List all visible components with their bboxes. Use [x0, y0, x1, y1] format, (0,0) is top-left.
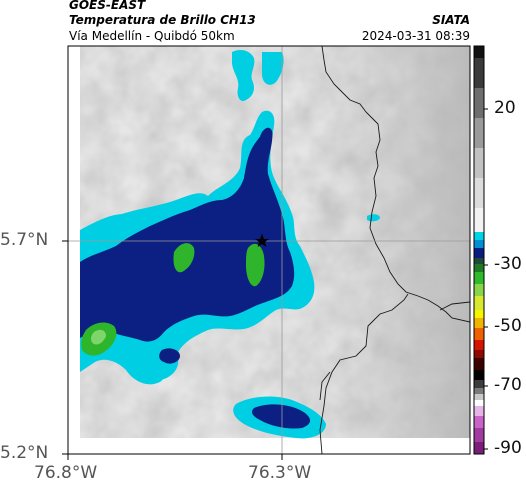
cold-cloud-cyan-north	[232, 50, 255, 102]
region-subtitle: Vía Medellín - Quibdó 50km	[69, 29, 235, 43]
colorbar-tick-minus-70: -70	[494, 375, 522, 395]
very-cold-cloud-main	[80, 129, 295, 342]
political-boundaries	[319, 46, 470, 454]
cold-core-green-east	[246, 243, 265, 287]
lat-label-5.7: 5.7°N	[0, 230, 49, 250]
colorbar	[473, 45, 488, 455]
imagery-layer	[68, 46, 470, 454]
colorbar-tick-minus-30: -30	[494, 254, 522, 274]
lon-label-76.8: 76.8°W	[34, 463, 98, 483]
colorbar-tick-20: 20	[494, 98, 516, 118]
org-label: SIATA	[432, 13, 470, 27]
product-title: Temperatura de Brillo CH13	[69, 13, 256, 27]
cold-cloud-cyan-north2	[262, 52, 284, 85]
very-cold-cloud-island	[159, 348, 180, 364]
lat-label-5.2: 5.2°N	[0, 443, 49, 463]
timestamp-label: 2024-03-31 08:39	[361, 29, 470, 43]
colorbar-tick-minus-50: -50	[494, 316, 522, 336]
map-frame	[67, 45, 471, 455]
cold-cloud-cyan-east	[367, 214, 380, 222]
very-cold-cloud-north-strand	[259, 127, 273, 148]
cold-core-green-center	[173, 243, 195, 273]
lon-label-76.3: 76.3°W	[248, 463, 312, 483]
location-star-marker	[255, 233, 269, 247]
cold-core-lightgreen	[91, 329, 106, 345]
colorbar-tick-minus-90: -90	[494, 438, 522, 458]
satellite-title: GOES-EAST	[69, 0, 146, 12]
very-cold-cloud-south	[252, 404, 311, 429]
